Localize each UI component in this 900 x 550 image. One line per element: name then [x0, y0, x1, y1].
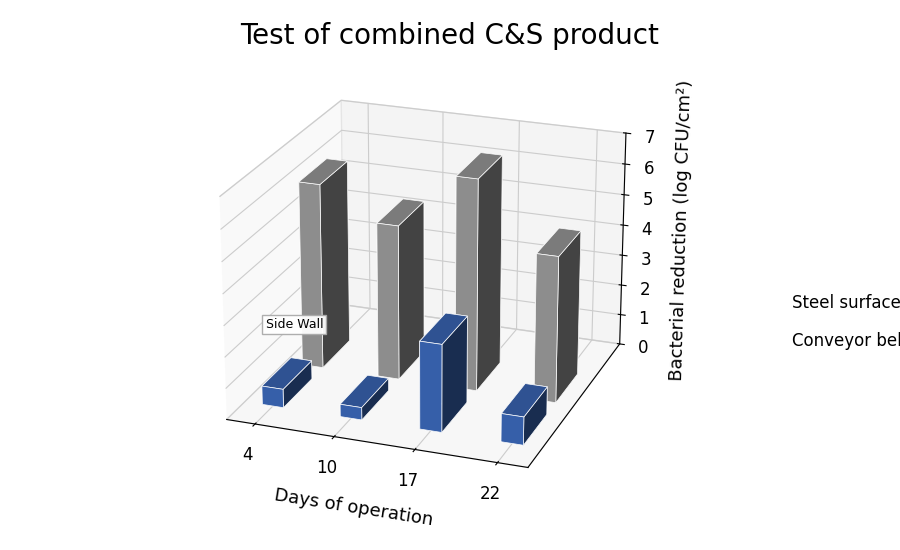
Text: Conveyor belt: Conveyor belt [792, 332, 900, 350]
X-axis label: Days of operation: Days of operation [273, 486, 434, 529]
Text: Steel surface: Steel surface [792, 294, 900, 311]
Text: Test of combined C&S product: Test of combined C&S product [240, 22, 660, 50]
